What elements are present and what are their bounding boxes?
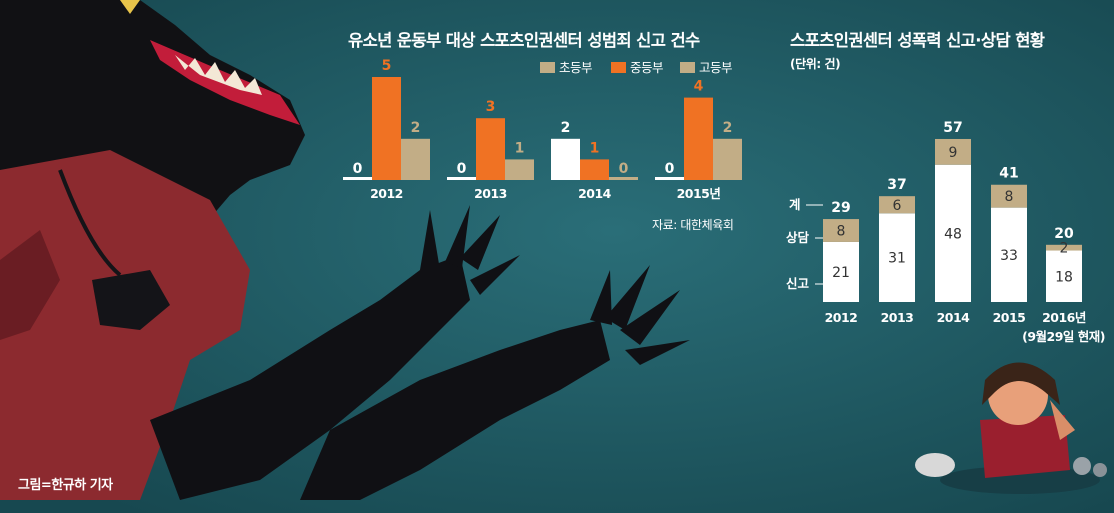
value-label-consult-2014: 9 xyxy=(949,145,958,161)
value-label-고등부-2012: 2 xyxy=(411,120,421,136)
chart2-category-labels: 2012 2013 2014 2015 2016년 xyxy=(825,310,1087,325)
bar-고등부-2012 xyxy=(401,138,430,180)
chart2-category-note: (9월29일 현재) xyxy=(1022,329,1105,344)
bar-consult-2012 xyxy=(823,219,859,242)
bar-report-2015 xyxy=(991,207,1027,302)
side-label-consult: 상담 xyxy=(786,230,810,245)
category-label-2014: 2014 xyxy=(578,186,612,201)
legend-swatch-high xyxy=(680,62,695,73)
legend-swatch-elementary xyxy=(540,62,555,73)
bar-고등부-2015년 xyxy=(713,138,742,180)
bar-report-2014 xyxy=(935,164,971,302)
value-label-중등부-2012: 5 xyxy=(382,58,392,74)
value-label-report-2014: 48 xyxy=(944,226,962,242)
bar-report-2012 xyxy=(823,241,859,302)
chart2-unit: (단위: 건) xyxy=(790,56,840,71)
chart2-bars xyxy=(823,138,1082,302)
value-label-consult-2016년: 2 xyxy=(1060,241,1069,257)
illustration-credit: 그림=한규하 기자 xyxy=(18,478,113,493)
total-label-2012: 29 xyxy=(831,200,850,216)
value-label-consult-2013: 6 xyxy=(893,198,902,214)
chart1-title: 유소년 운동부 대상 스포츠인권센터 성범죄 신고 건수 xyxy=(348,31,700,50)
bar-중등부-2012 xyxy=(372,77,401,180)
value-label-초등부-2013: 0 xyxy=(457,161,467,177)
value-label-중등부-2013: 3 xyxy=(486,99,496,115)
category-label-2015년: 2015년 xyxy=(677,186,721,201)
bar-초등부-2012 xyxy=(343,177,372,180)
category-label-2014: 2014 xyxy=(937,310,971,325)
value-label-고등부-2014: 0 xyxy=(619,161,629,177)
legend-label-elementary: 초등부 xyxy=(559,60,592,75)
value-label-report-2016년: 18 xyxy=(1055,269,1073,285)
chart1-source: 자료: 대한체육회 xyxy=(652,218,734,232)
bar-초등부-2013 xyxy=(447,177,476,180)
child-figure xyxy=(915,362,1107,494)
bar-consult-2016년 xyxy=(1046,244,1082,251)
total-label-2016년: 20 xyxy=(1054,226,1074,242)
side-label-total: 계 xyxy=(789,197,801,212)
bar-고등부-2014 xyxy=(609,177,638,180)
value-label-중등부-2014: 1 xyxy=(590,140,600,156)
bar-중등부-2015년 xyxy=(684,97,713,180)
legend-label-middle: 중등부 xyxy=(630,60,663,75)
chart2-title: 스포츠인권센터 성폭력 신고·상담 현황 xyxy=(790,31,1045,50)
category-label-2013: 2013 xyxy=(474,186,507,201)
legend-swatch-middle xyxy=(611,62,626,73)
bar-report-2016년 xyxy=(1046,250,1082,302)
chart1-category-labels: 2012 2013 2014 2015년 xyxy=(370,186,721,201)
value-label-report-2012: 21 xyxy=(832,265,850,281)
monster-figure xyxy=(0,0,690,500)
chart2-side-labels: 계 상담 신고 xyxy=(786,197,823,291)
category-label-2015: 2015 xyxy=(993,310,1026,325)
chart1-value-labels: 0 5 2 0 3 1 2 1 0 0 4 2 xyxy=(353,58,733,177)
category-label-2012: 2012 xyxy=(370,186,403,201)
value-label-고등부-2013: 1 xyxy=(515,140,525,156)
value-label-초등부-2015년: 0 xyxy=(665,161,675,177)
bar-중등부-2013 xyxy=(476,118,505,180)
total-label-2013: 37 xyxy=(887,177,906,193)
value-label-report-2015: 33 xyxy=(1000,248,1018,264)
bar-consult-2015 xyxy=(991,184,1027,208)
bar-초등부-2014 xyxy=(551,138,580,180)
total-label-2015: 41 xyxy=(999,166,1018,182)
value-label-초등부-2014: 2 xyxy=(561,120,571,136)
category-label-2012: 2012 xyxy=(825,310,858,325)
bar-report-2013 xyxy=(879,213,915,302)
chart1-bars xyxy=(343,77,742,180)
chart2-value-labels: 21 8 29 31 6 37 48 9 57 33 8 41 18 220 xyxy=(831,120,1074,285)
value-label-consult-2012: 8 xyxy=(837,224,846,240)
value-label-consult-2015: 8 xyxy=(1005,189,1014,205)
bar-consult-2013 xyxy=(879,196,915,214)
total-label-2014: 57 xyxy=(943,120,962,136)
category-label-2013: 2013 xyxy=(881,310,914,325)
bar-고등부-2013 xyxy=(505,159,534,180)
value-label-report-2013: 31 xyxy=(888,251,906,267)
value-label-고등부-2015년: 2 xyxy=(723,120,733,136)
bar-중등부-2014 xyxy=(580,159,609,180)
bar-consult-2014 xyxy=(935,138,971,165)
side-label-report: 신고 xyxy=(786,276,810,291)
bar-초등부-2015년 xyxy=(655,177,684,180)
legend-label-high: 고등부 xyxy=(699,60,732,75)
category-label-2016년: 2016년 xyxy=(1042,310,1086,325)
value-label-중등부-2015년: 4 xyxy=(694,79,704,95)
value-label-초등부-2012: 0 xyxy=(353,161,363,177)
chart1-legend: 초등부 중등부 고등부 xyxy=(540,60,733,75)
